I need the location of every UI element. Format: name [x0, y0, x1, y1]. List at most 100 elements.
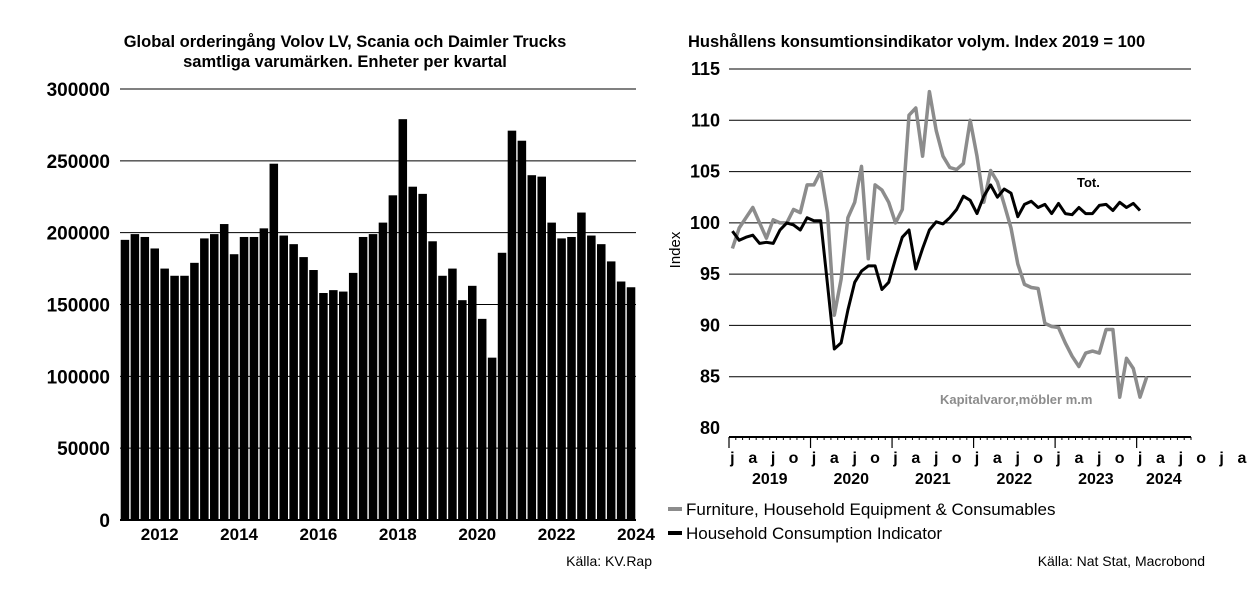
- left-x-tick-label: 2022: [538, 525, 576, 544]
- right-month-tick-label: j: [770, 450, 775, 467]
- bar-2022Q4: [587, 235, 596, 521]
- bar-2022Q2: [567, 236, 576, 520]
- bar-2018Q3: [418, 193, 427, 521]
- bar-2012Q4: [190, 262, 199, 520]
- right-y-tick-label: 90: [700, 315, 720, 335]
- annotation-furniture: Kapitalvaror,möbler m.m: [940, 392, 1092, 407]
- right-year-label: 2024: [1146, 471, 1182, 488]
- bar-2017Q4: [388, 195, 398, 520]
- bar-2017Q3: [378, 222, 388, 521]
- bar-2013Q3: [219, 224, 229, 520]
- right-month-tick-label: j: [1178, 450, 1183, 467]
- right-month-tick-label: j: [1055, 450, 1060, 467]
- right-y-tick-label: 110: [691, 110, 720, 130]
- bar-2012Q1: [160, 268, 169, 520]
- right-month-tick-label: a: [1156, 450, 1165, 467]
- right-month-tick-label: a: [993, 450, 1002, 467]
- left-y-tick-label: 100000: [47, 367, 110, 388]
- right-chart-title: Hushållens konsumtionsindikator volym. I…: [688, 33, 1145, 51]
- right-y-tick-labels: 80 85 90 95 100 105 110 115: [690, 59, 720, 438]
- annotation-total: Tot.: [1077, 175, 1100, 190]
- bar-2013Q1: [200, 238, 209, 520]
- bar-2020Q1: [477, 318, 487, 520]
- right-month-tick-label: j: [892, 450, 897, 467]
- bar-2019Q4: [468, 285, 477, 520]
- bar-2011Q1: [120, 239, 130, 520]
- bar-2021Q3: [537, 176, 546, 521]
- legend-total-label: Household Consumption Indicator: [686, 524, 942, 543]
- right-y-tick-label: 95: [700, 264, 720, 284]
- left-y-tick-label: 300000: [47, 80, 110, 101]
- bar-2017Q1: [358, 236, 368, 520]
- right-month-tick-label: o: [1115, 450, 1125, 467]
- series-furniture-line: [730, 89, 1149, 399]
- bar-2023Q4: [626, 287, 636, 520]
- right-y-tick-label: 85: [700, 367, 720, 387]
- right-gridlines: [729, 68, 1191, 378]
- legend-furniture-label: Furniture, Household Equipment & Consuma…: [686, 500, 1055, 519]
- bar-2014Q3: [259, 228, 269, 520]
- right-y-tick-label: 80: [700, 418, 720, 438]
- right-month-tick-label: o: [1033, 450, 1043, 467]
- left-chart: Global orderingång Volov LV, Scania och …: [47, 33, 656, 569]
- bar-2018Q4: [428, 241, 437, 520]
- bar-2016Q1: [319, 293, 328, 520]
- right-y-tick-label: 115: [691, 59, 720, 79]
- bar-2020Q2: [487, 357, 497, 520]
- bar-2023Q3: [616, 281, 626, 520]
- right-series: [730, 89, 1149, 399]
- bar-2016Q2: [329, 290, 338, 520]
- right-month-tick-label: o: [789, 450, 799, 467]
- left-x-tick-label: 2018: [379, 525, 417, 544]
- right-month-tick-label: a: [748, 450, 757, 467]
- right-month-tick-label: j: [729, 450, 734, 467]
- bar-2023Q1: [597, 244, 606, 520]
- left-y-tick-label: 50000: [57, 439, 110, 460]
- right-y-axis-label: Index: [667, 231, 684, 268]
- bar-2013Q2: [210, 234, 219, 520]
- left-chart-title-line1: Global orderingång Volov LV, Scania och …: [124, 33, 567, 51]
- series-total-line: [731, 183, 1142, 351]
- left-y-tick-label: 250000: [47, 152, 110, 173]
- right-month-tick-label: j: [851, 450, 856, 467]
- bar-2022Q1: [557, 238, 566, 520]
- left-x-tick-label: 2024: [617, 525, 655, 544]
- left-chart-source: Källa: KV.Rap: [566, 553, 652, 569]
- bar-2014Q1: [239, 236, 249, 520]
- bar-2014Q4: [269, 163, 279, 520]
- bar-2017Q2: [368, 234, 378, 520]
- bar-2015Q4: [309, 270, 318, 520]
- left-y-tick-label: 200000: [47, 224, 110, 245]
- right-year-label: 2023: [1078, 471, 1114, 488]
- bar-2021Q2: [527, 175, 537, 520]
- right-year-label: 2020: [833, 471, 869, 488]
- left-y-tick-label: 0: [99, 511, 110, 532]
- bar-2011Q2: [130, 234, 140, 520]
- right-month-tick-label: j: [1096, 450, 1101, 467]
- bar-2015Q1: [279, 235, 288, 521]
- bar-2016Q3: [339, 291, 348, 520]
- left-x-tick-labels: 2012 2014 2016 2018 2020 2022 2024: [141, 525, 656, 544]
- right-chart-source: Källa: Nat Stat, Macrobond: [1038, 553, 1205, 569]
- bar-2012Q2: [170, 275, 179, 520]
- bar-2019Q2: [448, 268, 457, 520]
- right-month-tick-label: j: [974, 450, 979, 467]
- right-year-label: 2021: [915, 471, 951, 488]
- bar-2018Q1: [398, 119, 408, 521]
- right-month-tick-label: a: [1074, 450, 1083, 467]
- left-bars: [120, 119, 636, 521]
- bar-2016Q4: [348, 272, 358, 520]
- left-y-tick-labels: 0 50000 100000 150000 200000 250000 300000: [47, 80, 110, 532]
- bar-2019Q3: [458, 300, 467, 520]
- left-x-tick-label: 2016: [300, 525, 338, 544]
- right-month-tick-label: o: [1196, 450, 1206, 467]
- bar-2022Q3: [577, 212, 586, 520]
- left-y-tick-label: 150000: [47, 296, 110, 317]
- bar-2012Q3: [180, 275, 189, 520]
- bar-2014Q2: [249, 236, 259, 520]
- right-year-label: 2022: [997, 471, 1033, 488]
- right-month-tick-label: j: [1218, 450, 1223, 467]
- bar-2015Q3: [299, 257, 308, 520]
- right-month-tick-label: a: [911, 450, 920, 467]
